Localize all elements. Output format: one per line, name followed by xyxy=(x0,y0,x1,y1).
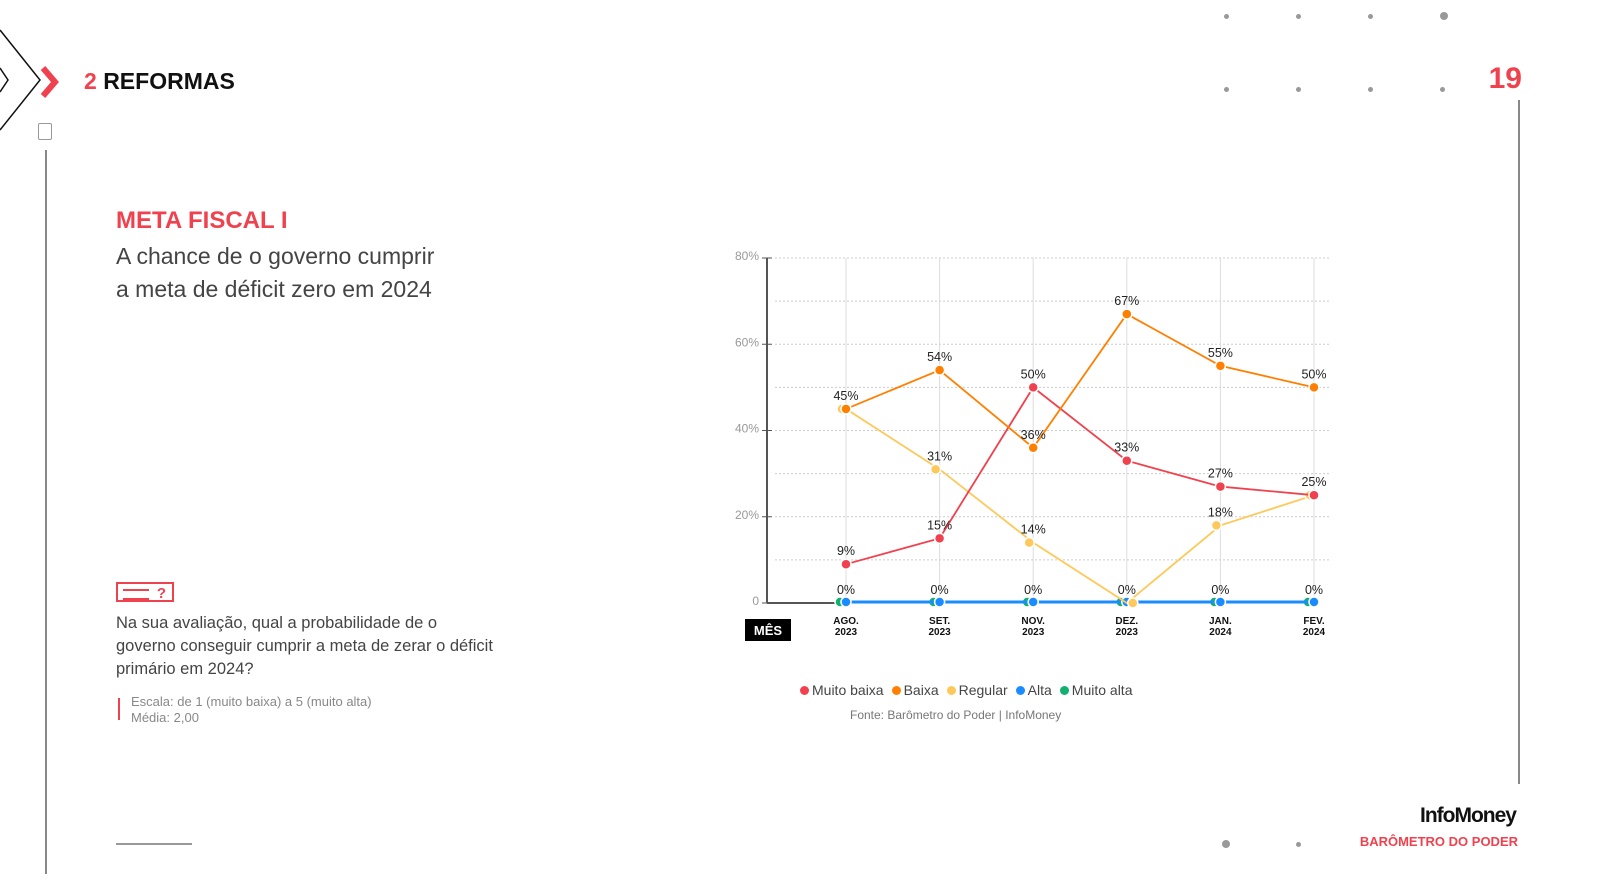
x-tick-label: NOV. xyxy=(1021,616,1045,627)
data-point xyxy=(1121,308,1133,320)
right-rail xyxy=(1518,100,1520,784)
data-point xyxy=(933,364,946,376)
legend-label: Muito baixa xyxy=(812,682,884,698)
chart-legend: Muito baixa Baixa Regular Alta Muito alta xyxy=(800,682,1132,698)
data-point xyxy=(840,596,852,608)
data-label: 50% xyxy=(1301,367,1326,381)
legend-swatch xyxy=(1015,686,1025,695)
data-point xyxy=(1214,360,1227,372)
line-chart: 020%40%60%80%MÊSAGO.2023SET.2023NOV.2023… xyxy=(735,249,1330,641)
bottom-rule xyxy=(116,843,192,845)
page-number: 19 xyxy=(1488,62,1522,95)
legend-item: Baixa xyxy=(891,682,939,698)
data-label: 50% xyxy=(1021,367,1046,381)
legend-item: Alta xyxy=(1015,682,1052,698)
brand-label: BARÔMETRO DO PODER xyxy=(1359,834,1518,849)
chart-source: Fonte: Barômetro do Poder | InfoMoney xyxy=(850,708,1062,722)
data-label: 25% xyxy=(1301,475,1326,489)
legend-item: Muito alta xyxy=(1059,682,1133,698)
question-icon: ? xyxy=(116,582,174,602)
legend-swatch xyxy=(946,686,956,695)
section-title: 2 REFORMAS xyxy=(84,68,235,94)
y-tick-label: 60% xyxy=(735,335,759,349)
y-tick-label: 40% xyxy=(735,422,759,436)
series-line-regular xyxy=(845,408,1315,605)
data-point xyxy=(933,596,946,608)
data-label: 67% xyxy=(1114,294,1139,308)
data-point xyxy=(1121,454,1133,467)
data-label: 45% xyxy=(833,389,858,403)
legend-swatch xyxy=(800,686,809,695)
data-point xyxy=(1210,519,1223,532)
mean-text: Média: 2,00 xyxy=(131,710,199,725)
scale-icon xyxy=(118,698,120,720)
data-point xyxy=(1023,536,1035,549)
legend-label: Baixa xyxy=(903,682,939,698)
slide-subtitle: A chance de o governo cumprir a meta de … xyxy=(116,243,435,302)
y-tick-label: 80% xyxy=(735,249,759,263)
x-tick-label: 2023 xyxy=(835,627,858,638)
data-label: 15% xyxy=(927,518,952,532)
x-tick-label: JAN. xyxy=(1209,616,1232,627)
data-label: 33% xyxy=(1114,441,1139,455)
data-point xyxy=(1027,442,1039,454)
question-text: Na sua avaliação, qual a probabilidade d… xyxy=(116,614,493,678)
data-label: 55% xyxy=(1208,346,1233,360)
data-point xyxy=(933,532,946,545)
slide-title: META FISCAL I xyxy=(116,207,288,234)
data-point xyxy=(929,463,942,476)
data-point xyxy=(1214,480,1227,493)
data-label: 18% xyxy=(1208,505,1233,519)
data-point xyxy=(1308,596,1320,608)
x-tick-label: 2023 xyxy=(1022,627,1045,638)
data-label: 31% xyxy=(927,449,952,463)
y-tick-label: 0 xyxy=(752,594,759,608)
data-point xyxy=(1027,596,1039,608)
legend-label: Muito alta xyxy=(1071,682,1133,698)
data-point xyxy=(1308,381,1320,394)
x-tick-label: FEV. xyxy=(1303,616,1325,627)
scale-text: Escala: de 1 (muito baixa) a 5 (muito al… xyxy=(131,694,372,709)
data-point xyxy=(1308,489,1320,501)
data-point xyxy=(1027,381,1039,394)
data-label: 9% xyxy=(837,544,855,558)
x-tick-label: 2024 xyxy=(1209,627,1232,638)
legend-label: Regular xyxy=(958,682,1008,698)
data-point xyxy=(1214,596,1227,608)
data-label: 54% xyxy=(927,350,952,364)
legend-swatch xyxy=(1059,686,1069,695)
data-point xyxy=(1127,597,1139,609)
legend-label: Alta xyxy=(1027,682,1052,698)
data-point xyxy=(840,403,852,415)
legend-item: Muito baixa xyxy=(800,682,884,698)
data-label: 36% xyxy=(1021,428,1046,442)
series-line-muito-baixa xyxy=(845,386,1315,566)
data-label: 0% xyxy=(931,583,949,597)
data-label: 0% xyxy=(837,583,855,597)
series-line-baixa xyxy=(845,312,1315,450)
data-point xyxy=(840,558,852,570)
x-tick-label: SET. xyxy=(929,616,950,627)
y-tick-label: 20% xyxy=(735,508,759,522)
left-rail xyxy=(45,150,47,874)
x-label-box xyxy=(745,619,791,641)
data-label: 14% xyxy=(1021,523,1046,537)
x-tick-label: 2023 xyxy=(1116,627,1139,638)
x-axis-title: MÊS xyxy=(754,623,783,638)
x-tick-label: 2023 xyxy=(928,627,951,638)
infomoney-logo: InfoMoney xyxy=(1420,804,1517,827)
x-tick-label: DEZ. xyxy=(1115,616,1138,627)
data-label: 0% xyxy=(1305,583,1323,597)
document-icon xyxy=(38,123,52,140)
chevron-decoration xyxy=(0,29,59,131)
legend-swatch xyxy=(891,686,901,695)
data-label: 0% xyxy=(1118,583,1136,597)
data-label: 0% xyxy=(1211,583,1229,597)
data-label: 27% xyxy=(1208,467,1233,481)
legend-item: Regular xyxy=(946,682,1008,698)
data-label: 0% xyxy=(1024,583,1042,597)
x-tick-label: 2024 xyxy=(1303,627,1326,638)
x-tick-label: AGO. xyxy=(833,616,859,627)
